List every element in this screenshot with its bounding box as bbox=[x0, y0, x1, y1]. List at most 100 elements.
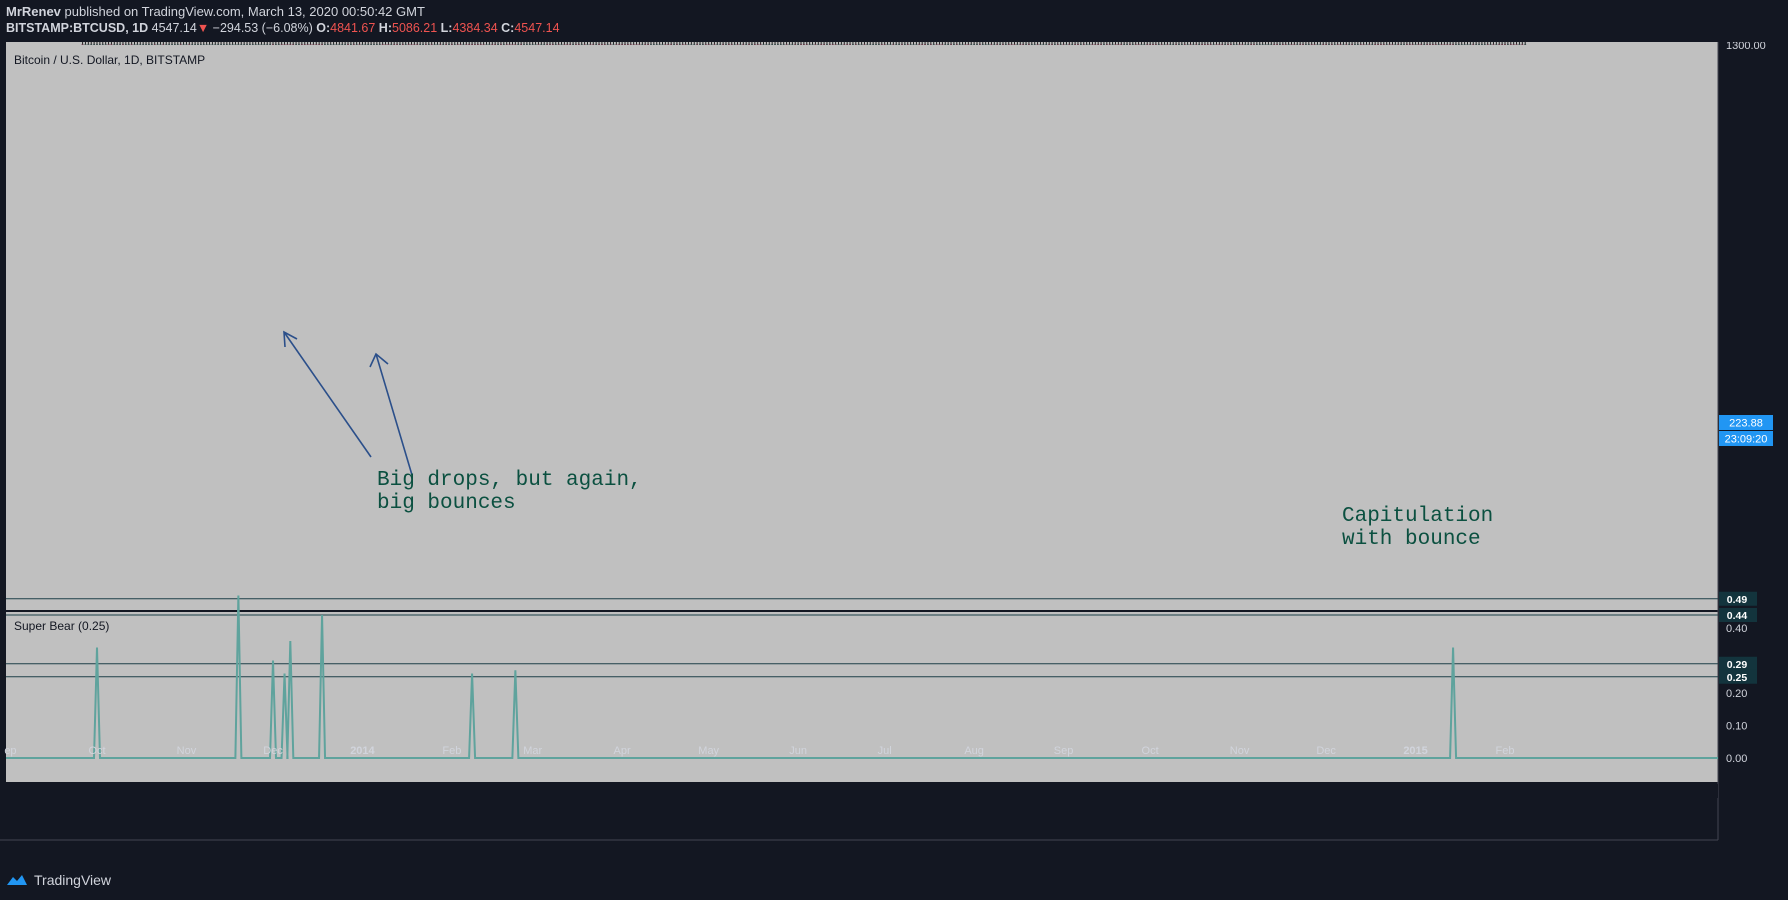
candle-body bbox=[1051, 44, 1053, 45]
candle-body bbox=[1094, 44, 1097, 45]
chart-area[interactable]: 0.49 0.44 0.290.25 1300.001100.00950.00800… bbox=[0, 42, 1788, 868]
candle-body bbox=[237, 44, 240, 45]
candle-body bbox=[1440, 44, 1443, 45]
candle-body bbox=[909, 44, 912, 45]
indicator-level-label: 0.25 bbox=[1727, 672, 1748, 684]
candle-body bbox=[315, 44, 318, 45]
annotation-big-drops[interactable]: Big drops, but again, big bounces bbox=[377, 469, 654, 515]
candle-body bbox=[396, 44, 398, 45]
arrow-head-icon bbox=[369, 352, 389, 368]
candle-body bbox=[500, 44, 502, 45]
candle-body bbox=[1365, 44, 1368, 45]
candle-body bbox=[266, 44, 269, 45]
candle-body bbox=[1371, 44, 1374, 45]
candle-body bbox=[90, 44, 93, 45]
candle-body bbox=[883, 44, 886, 45]
candle-body bbox=[1175, 44, 1177, 45]
candle-body bbox=[921, 44, 924, 45]
candle-body bbox=[468, 44, 471, 45]
candle-body bbox=[531, 44, 534, 45]
candle-body bbox=[1316, 44, 1319, 45]
open-label: O: bbox=[316, 21, 331, 35]
candle-body bbox=[1204, 44, 1206, 45]
indicator-levels: 0.49 0.44 0.290.25 bbox=[6, 591, 1757, 684]
candle-body bbox=[1463, 44, 1466, 45]
candle-body bbox=[1495, 44, 1498, 45]
candle-body bbox=[834, 44, 837, 45]
candle-body bbox=[439, 44, 442, 45]
candle-body bbox=[139, 44, 142, 45]
time-tick-label: 2014 bbox=[350, 745, 375, 757]
candle-body bbox=[788, 44, 791, 45]
candle-body bbox=[1284, 44, 1287, 45]
candle-body bbox=[953, 44, 955, 45]
candle-body bbox=[1033, 44, 1036, 45]
candle-body bbox=[254, 44, 257, 45]
candle-body bbox=[1230, 44, 1232, 45]
candle-body bbox=[338, 44, 341, 45]
candle-body bbox=[277, 44, 280, 45]
candle-body bbox=[739, 44, 742, 45]
candle-body bbox=[935, 44, 938, 45]
time-tick-label: Nov bbox=[177, 745, 197, 757]
annotation-arrows bbox=[283, 330, 413, 476]
author-name[interactable]: MrRenev bbox=[6, 4, 61, 19]
candle-body bbox=[1498, 44, 1501, 45]
tradingview-footer[interactable]: TradingView bbox=[6, 872, 111, 888]
candle-body bbox=[808, 44, 811, 45]
candle-body bbox=[748, 44, 750, 45]
candle-body bbox=[612, 44, 615, 45]
candle-body bbox=[638, 44, 641, 45]
candle-body bbox=[678, 44, 681, 45]
close-value: 4547.14 bbox=[514, 21, 560, 35]
candle-body bbox=[240, 44, 243, 45]
candle-body bbox=[1478, 44, 1480, 45]
time-tick-label: Nov bbox=[1230, 745, 1250, 757]
candle-body bbox=[1368, 44, 1371, 45]
candle-body bbox=[361, 44, 364, 45]
candle-body bbox=[811, 44, 814, 45]
time-axis-area[interactable] bbox=[0, 784, 1718, 798]
candle-body bbox=[298, 44, 300, 45]
candle-body bbox=[863, 44, 866, 45]
candle-body bbox=[878, 44, 880, 45]
annotation-capitulation[interactable]: Capitulation with bounce bbox=[1342, 505, 1506, 551]
candle-body bbox=[465, 44, 468, 45]
candle-body bbox=[1377, 44, 1379, 45]
price-pane[interactable] bbox=[6, 42, 1718, 610]
candle-body bbox=[1411, 44, 1414, 45]
time-tick-label: Jul bbox=[878, 745, 892, 757]
candle-body bbox=[852, 44, 854, 45]
candle-body bbox=[964, 44, 967, 45]
candle-body bbox=[1446, 44, 1449, 45]
candle-body bbox=[197, 44, 199, 45]
candle-body bbox=[655, 44, 658, 45]
candle-body bbox=[1224, 44, 1227, 45]
candle-body bbox=[1504, 44, 1506, 45]
candle-body bbox=[1149, 44, 1152, 45]
published-text: published on TradingView.com, March 13, … bbox=[64, 4, 425, 19]
candle-body bbox=[722, 44, 724, 45]
candle-body bbox=[1215, 44, 1218, 45]
candle-body bbox=[347, 44, 349, 45]
time-tick-label: Sep bbox=[1054, 745, 1074, 757]
candle-body bbox=[1420, 44, 1423, 45]
candle-body bbox=[843, 44, 846, 45]
candle-body bbox=[751, 44, 753, 45]
candle-body bbox=[1028, 44, 1030, 45]
candle-body bbox=[1019, 44, 1022, 45]
candle-body bbox=[782, 44, 785, 45]
candle-body bbox=[823, 44, 825, 45]
candle-body bbox=[1380, 44, 1382, 45]
candle-body bbox=[96, 44, 98, 45]
candle-body bbox=[1429, 44, 1431, 45]
candle-body bbox=[306, 44, 309, 45]
candle-body bbox=[534, 44, 537, 45]
candle-body bbox=[1186, 44, 1189, 45]
price-axis: 1300.001100.00950.00800.00680.00600.0052… bbox=[1726, 42, 1766, 52]
candle-body bbox=[370, 44, 372, 45]
candle-body bbox=[1255, 44, 1258, 45]
candle-body bbox=[93, 44, 96, 45]
candle-body bbox=[1512, 44, 1515, 45]
candle-body bbox=[445, 44, 448, 45]
